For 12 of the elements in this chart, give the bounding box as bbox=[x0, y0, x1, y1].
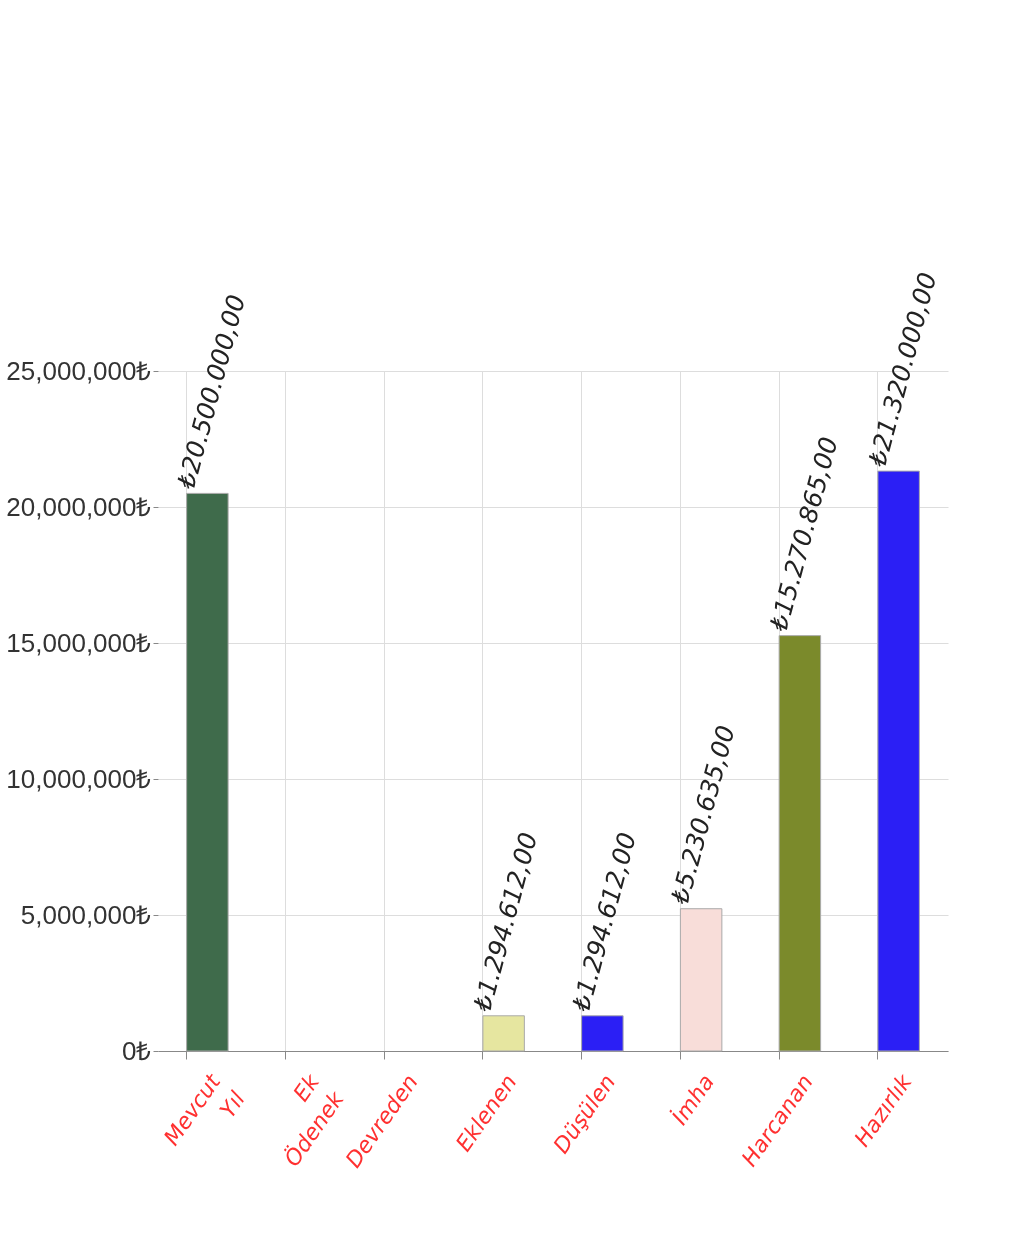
bar bbox=[186, 492, 229, 1052]
y-tick-label: 20,000,000₺ bbox=[6, 491, 152, 522]
bar bbox=[482, 1015, 525, 1052]
y-tick-label: 0₺ bbox=[122, 1035, 152, 1066]
y-tick-label: 25,000,000₺ bbox=[6, 355, 152, 386]
y-tick-label: 5,000,000₺ bbox=[20, 899, 152, 930]
bar bbox=[778, 635, 822, 1052]
bar bbox=[877, 470, 920, 1052]
y-tick-label: 10,000,000₺ bbox=[6, 763, 152, 794]
bar bbox=[679, 908, 723, 1052]
bar bbox=[581, 1015, 624, 1052]
y-tick-label: 15,000,000₺ bbox=[6, 627, 152, 658]
